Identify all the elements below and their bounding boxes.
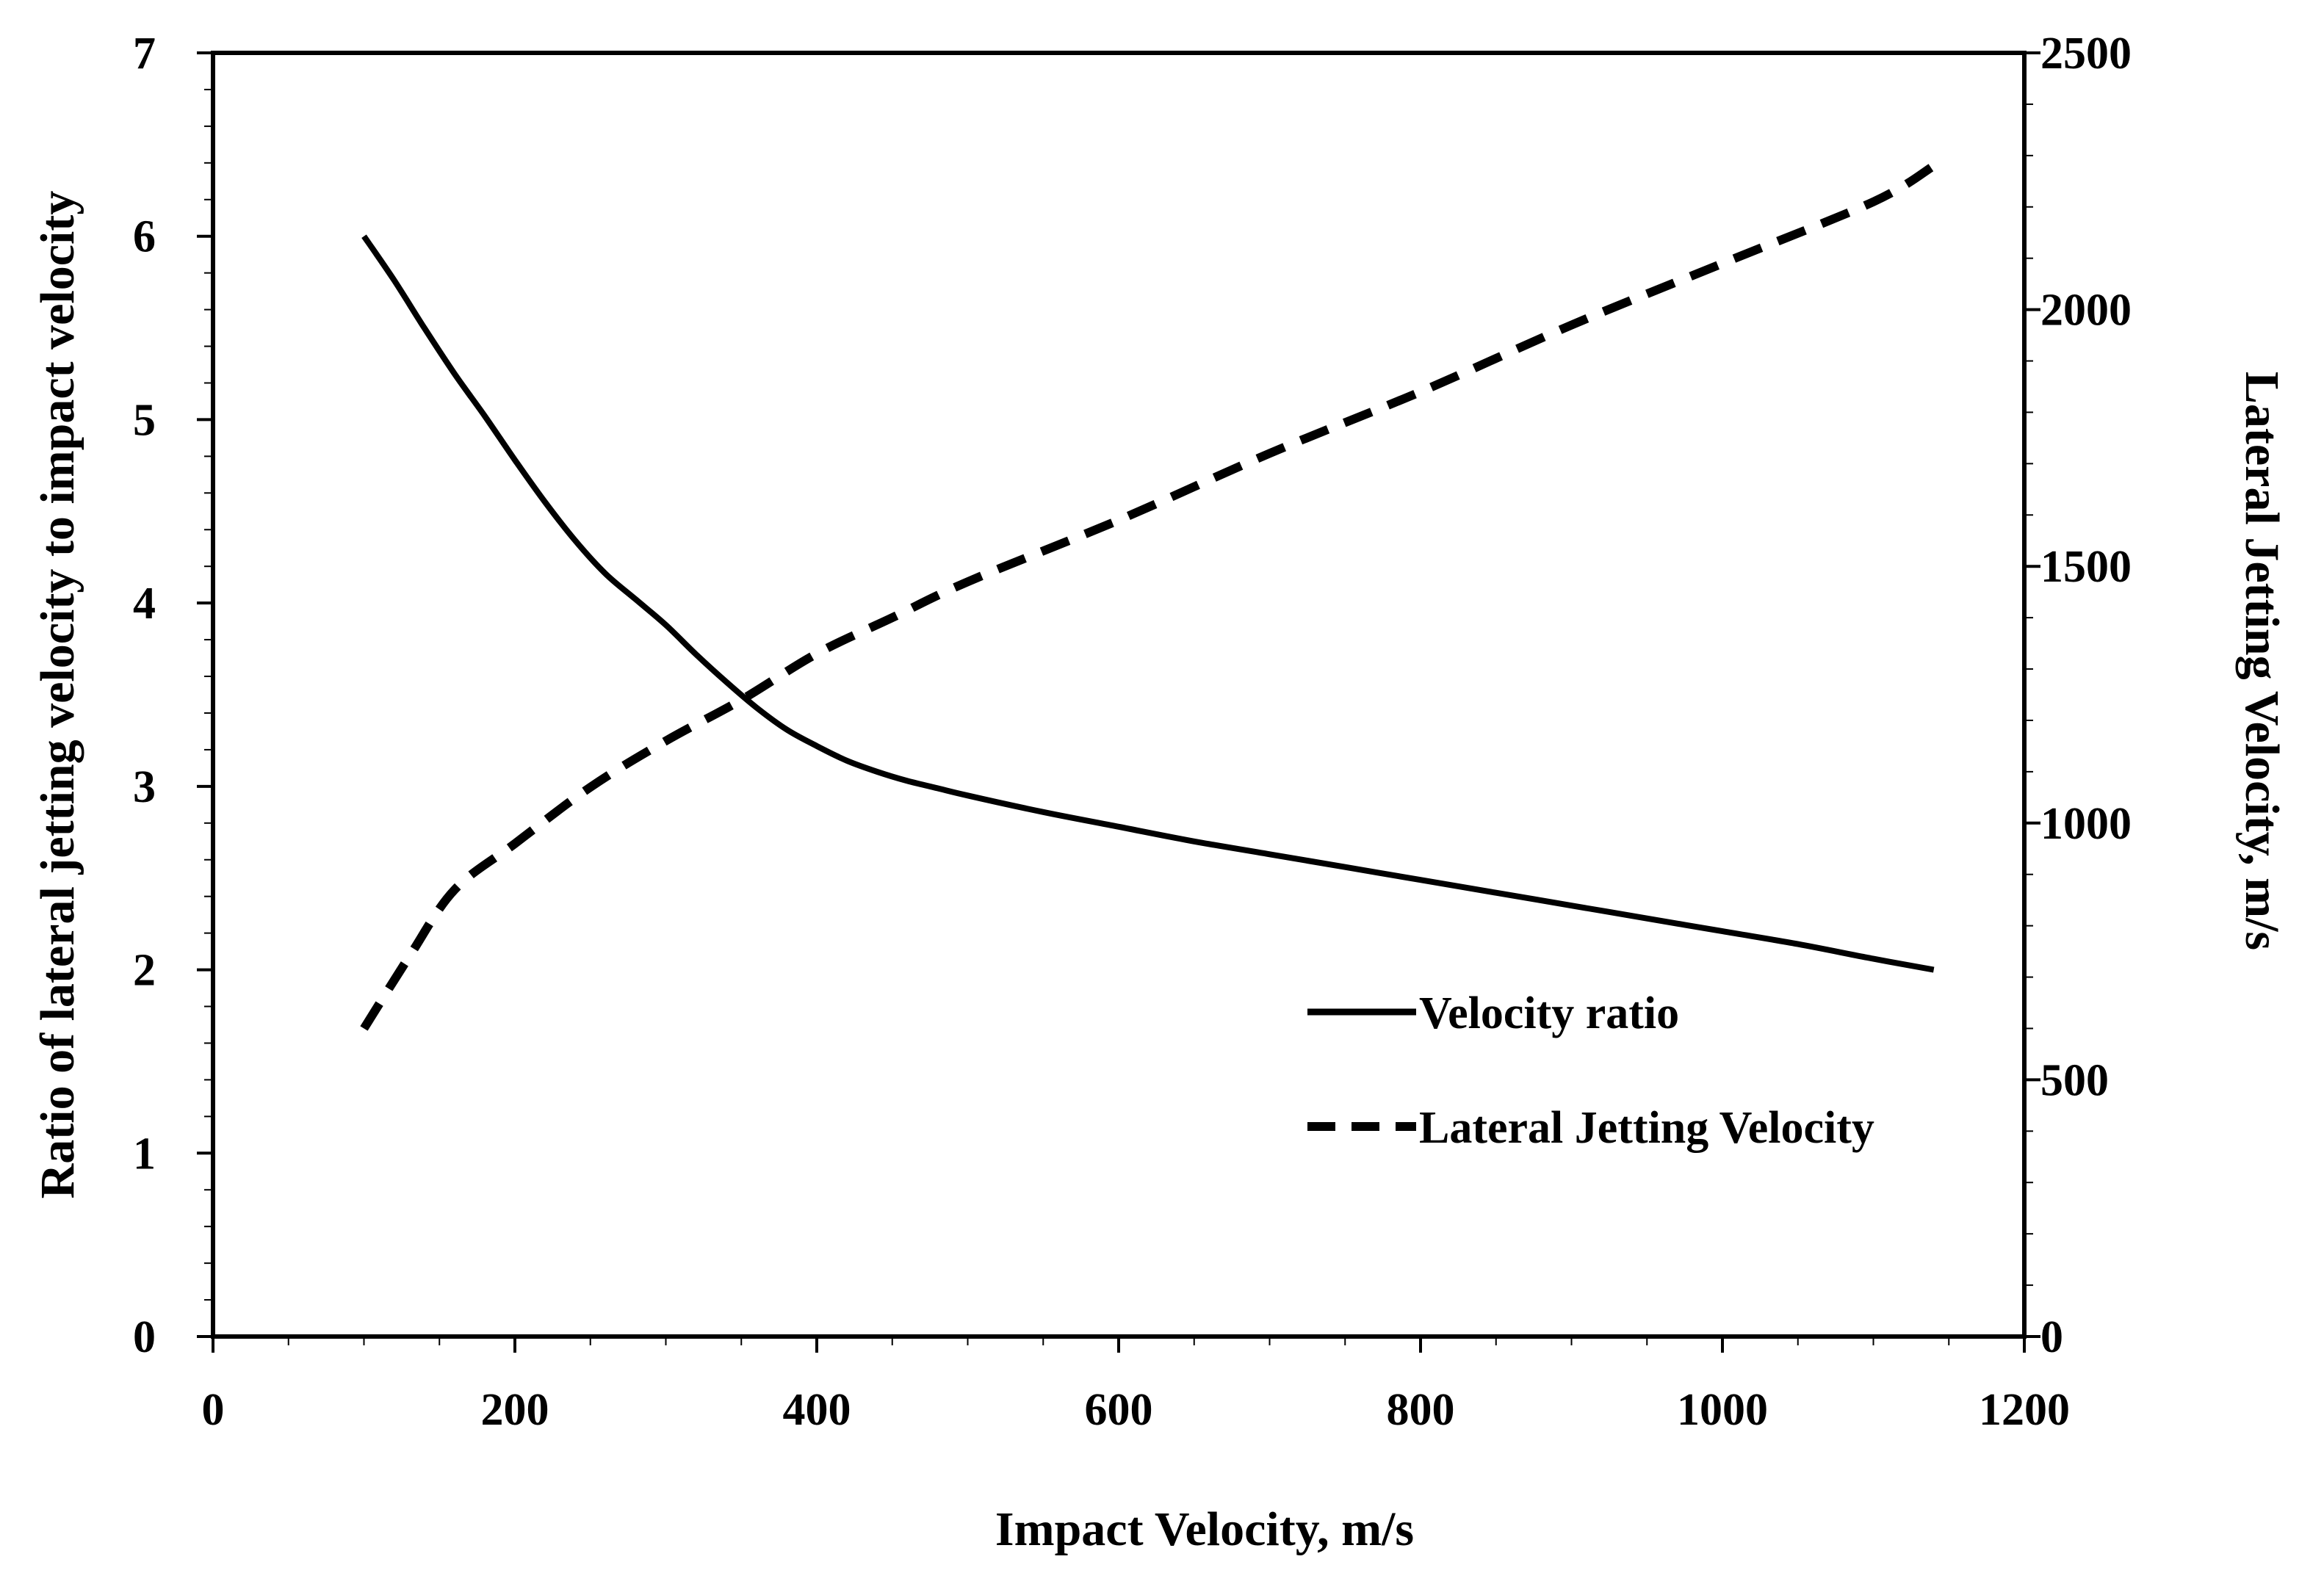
y2-tick-label: 500: [2040, 1055, 2109, 1105]
x-tick-label: 1000: [1677, 1385, 1768, 1435]
legend: Velocity ratio Lateral Jetting Velocity: [1307, 988, 1874, 1153]
x-tick-label: 1200: [1979, 1385, 2070, 1435]
y-tick-label: 4: [133, 579, 156, 629]
x-tick-label: 600: [1085, 1385, 1153, 1435]
major-ticks: [197, 51, 2040, 1353]
y-tick-label: 6: [133, 212, 156, 262]
x-tick-labels: 0 200 400 600 800 1000 1200: [202, 1385, 2071, 1435]
y-tick-label: 2: [133, 946, 156, 996]
y-tick-label: 7: [133, 29, 156, 79]
series-layer: [360, 162, 1936, 1031]
y-tick-label: 5: [133, 395, 156, 445]
y-axis-title: Ratio of lateral jetting velocity to imp…: [31, 191, 84, 1199]
y-tick-label: 1: [133, 1129, 156, 1179]
y2-tick-label: 2000: [2040, 286, 2132, 336]
legend-label-velocity-ratio: Velocity ratio: [1419, 988, 1679, 1038]
y-tick-label: 3: [133, 762, 156, 812]
y2-tick-label: 1000: [2040, 799, 2132, 849]
x-axis-title: Impact Velocity, m/s: [995, 1502, 1414, 1556]
plot-area-frame: [211, 51, 2027, 1339]
y-tick-label: 0: [133, 1312, 156, 1362]
y2-tick-label: 2500: [2040, 29, 2132, 79]
y2-axis-title: Lateral Jetting Velocity, m/s: [2235, 372, 2289, 950]
series-line-velocity-ratio: [361, 234, 1935, 973]
x-tick-label: 400: [783, 1385, 851, 1435]
x-tick-label: 0: [202, 1385, 225, 1435]
x-tick-label: 200: [481, 1385, 549, 1435]
y2-tick-label: 0: [2040, 1312, 2063, 1362]
y-tick-labels: 0 1 2 3 4 5 6 7: [133, 29, 156, 1362]
y2-tick-label: 1500: [2040, 542, 2132, 592]
series-line-lateral-jetting-velocity: [360, 162, 1936, 1031]
legend-label-lateral-jetting-velocity: Lateral Jetting Velocity: [1419, 1103, 1874, 1153]
y2-tick-labels: 0 500 1000 1500 2000 2500: [2040, 29, 2132, 1362]
x-tick-label: 800: [1387, 1385, 1455, 1435]
